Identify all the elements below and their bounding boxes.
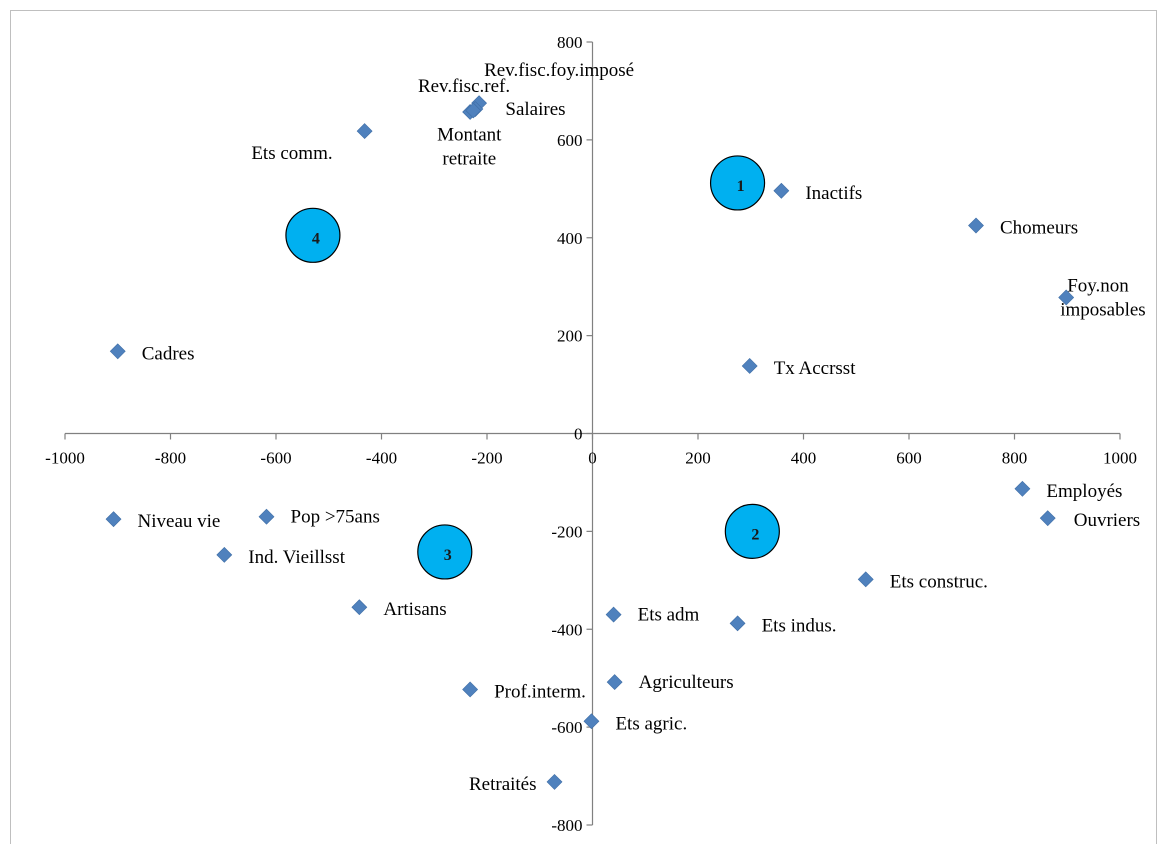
x-tick-label: 200 <box>685 449 711 468</box>
y-tick-label: 400 <box>557 229 583 248</box>
point-label: Employés <box>1046 481 1122 502</box>
point-label: Inactifs <box>805 183 862 204</box>
y-tick-label: -200 <box>551 522 582 541</box>
point-label: Ets adm <box>638 605 700 626</box>
point-label: Ets comm. <box>251 143 332 164</box>
cluster-markers: 1 2 3 4 <box>285 155 780 580</box>
data-point-marker <box>729 615 746 632</box>
chart-frame <box>10 10 1157 844</box>
cluster-circle <box>417 524 473 580</box>
x-tick-label: -200 <box>471 449 502 468</box>
x-tick-label: -400 <box>366 449 397 468</box>
data-point-marker <box>606 674 623 691</box>
cluster-circle <box>709 155 766 211</box>
point-label: Salaires <box>505 99 565 120</box>
data-point-marker <box>1039 510 1056 527</box>
data-point-marker <box>351 599 368 616</box>
point-label-line: Foy.non <box>1067 275 1129 296</box>
y-tick-label: -400 <box>551 620 582 639</box>
y-tick-label: 800 <box>557 33 583 52</box>
point-label: Montant retraite <box>437 125 502 170</box>
cluster-circle <box>724 503 780 559</box>
data-point-marker <box>109 343 126 360</box>
x-tick-label: 600 <box>896 449 922 468</box>
data-point-marker <box>462 681 479 698</box>
tick-labels: -1000 -800 -600 -400 -200 0 200 400 600 800 1000 -8… <box>45 33 1137 835</box>
point-label: Ouvriers <box>1074 510 1140 531</box>
y-tick-label: 200 <box>557 327 583 346</box>
point-label: Pop >75ans <box>291 507 380 528</box>
point-label: Niveau vie <box>138 511 221 532</box>
data-point-marker <box>857 571 874 588</box>
point-label: Cadres <box>142 343 195 364</box>
axes <box>64 41 1121 826</box>
x-tick-label: 1000 <box>1103 449 1137 468</box>
point-label: Agriculteurs <box>639 672 734 693</box>
cluster-circle <box>285 207 341 263</box>
point-label: Ets agric. <box>615 713 687 734</box>
data-point-marker <box>258 508 275 525</box>
x-tick-label: 800 <box>1002 449 1028 468</box>
data-point-marker <box>1058 289 1075 306</box>
data-point-marker <box>356 123 373 139</box>
y-tick-label: -600 <box>551 718 582 737</box>
x-tick-label: 0 <box>588 449 597 468</box>
point-label: Chomeurs <box>1000 218 1078 239</box>
data-point-marker <box>583 713 600 730</box>
cluster-label: 4 <box>312 230 320 247</box>
data-point-marker <box>465 102 482 119</box>
point-label: Foy.non imposables <box>1060 275 1146 320</box>
x-tick-label: -600 <box>260 449 291 468</box>
cluster-label: 1 <box>737 178 745 195</box>
cluster-label: 3 <box>444 547 452 564</box>
x-tick-label: -1000 <box>45 449 85 468</box>
cluster-label: 2 <box>751 526 759 543</box>
point-label: Ets construc. <box>890 571 988 592</box>
point-label: Rev.fisc.foy.imposé <box>484 60 634 81</box>
point-label-line: Montant <box>437 125 502 146</box>
x-tick-label: 400 <box>791 449 817 468</box>
point-labels: Rev.fisc.foy.imposéRev.fisc.ref.Salaires… <box>138 60 1146 795</box>
x-tick-label: -800 <box>155 449 186 468</box>
point-label: Ind. Vieillsst <box>248 547 345 568</box>
data-point-marker <box>968 217 984 234</box>
point-label-line: retraite <box>442 149 496 170</box>
point-label: Retraités <box>469 774 537 795</box>
y-tick-label: 0 <box>574 425 583 444</box>
point-label-line: imposables <box>1060 299 1146 320</box>
y-tick-label: -800 <box>551 816 582 835</box>
point-label: Tx Accrsst <box>774 358 857 379</box>
y-tick-label: 600 <box>557 131 583 150</box>
data-point-marker <box>105 511 122 528</box>
data-points <box>105 95 1075 790</box>
data-point-marker <box>605 606 622 623</box>
point-label: Rev.fisc.ref. <box>418 76 510 97</box>
point-label: Artisans <box>383 599 446 620</box>
data-point-marker <box>741 358 758 374</box>
data-point-marker <box>546 774 563 790</box>
point-label: Ets indus. <box>762 615 837 636</box>
data-point-marker <box>773 182 790 199</box>
point-label: Prof.interm. <box>494 681 586 702</box>
data-point-marker <box>1014 480 1031 497</box>
data-point-marker <box>216 546 233 563</box>
